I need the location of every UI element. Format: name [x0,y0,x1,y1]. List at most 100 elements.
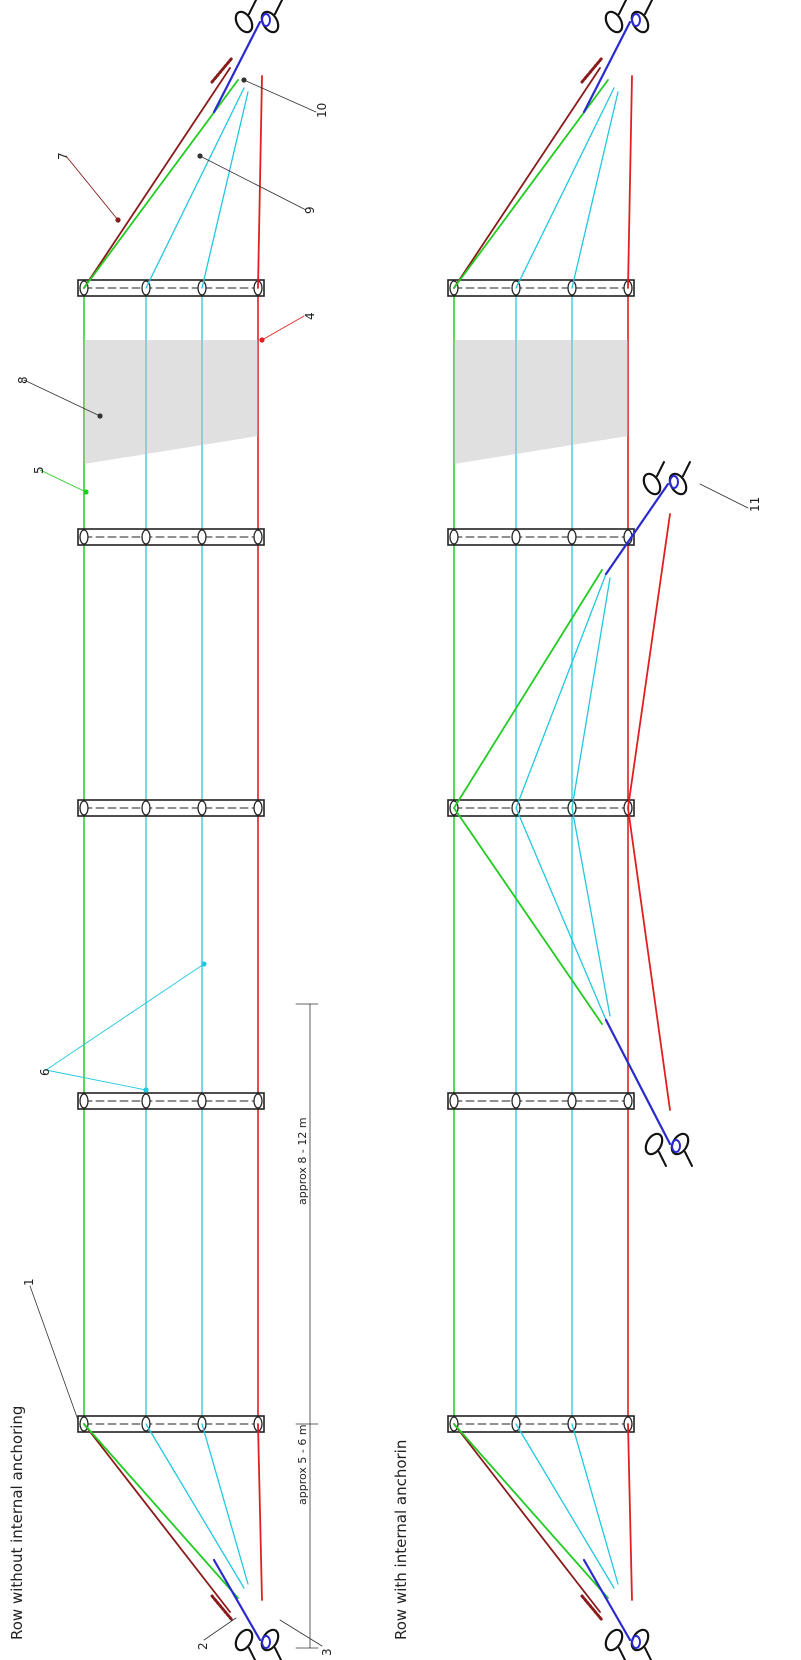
row-bottom-brace-darkred-top [453,67,601,289]
row-bottom-internal-anchor-bottom-anchor-rod-1 [658,1151,667,1167]
callout-leader-1 [29,1285,79,1421]
row-top-end-anchor-bottom-tensioner [261,1635,271,1649]
row-bottom-internal-anchor-bottom-anchor-wire [604,1018,672,1146]
title-row-with-anchoring: Row with internal anchorin [392,1439,410,1640]
row-bottom-post-4-clip-1 [449,1093,459,1109]
row-top-brace-darkred-bottom [83,1423,231,1613]
row-top-brace-darkred-top [83,67,231,289]
dimension-post-spacing: approx 8 - 12 m [296,1117,309,1205]
callout-label-6: 6 [38,1068,52,1076]
callout-label-7: 7 [56,152,70,160]
row-bottom-internal-anchor-bottom-anchor-eye-1 [644,1132,664,1156]
callout-label-11: 11 [748,496,762,512]
row-bottom-spring-bottom [580,1594,604,1622]
callout-leader-3 [279,1619,323,1647]
row-bottom-end-anchor-bottom-anchor-eye-1 [604,1628,624,1652]
callout-label-4: 4 [303,312,317,320]
row-top-brace-cyan-top-2 [201,91,249,289]
row-bottom-internal-anchor-top-anchor-rod-1 [656,461,665,477]
row-top-post-4-clip-4 [253,1093,263,1109]
row-top-end-anchor-top-tensioner [261,13,271,27]
row-bottom-end-anchor-top-anchor-rod-2 [644,0,653,15]
row-top-net-area [84,340,258,464]
callout-dot-7 [115,217,121,223]
callout-label-10: 10 [315,102,329,118]
row-top-post-3-clip-1 [79,800,89,816]
row-bottom-internal-cyan-2 [515,807,607,1021]
row-top-post-3-clip-4 [253,800,263,816]
row-top-post-2 [77,528,265,546]
row-bottom-internal-anchor-top-tensioner [669,475,679,489]
row-top-end-anchor-top-anchor-rod-2 [274,0,283,15]
row-bottom-brace-cyan-top-1 [515,87,615,289]
row-top-end-anchor-top-anchor-eye-1 [234,10,254,34]
row-bottom-internal-anchor-top-anchor-rod-2 [682,461,691,477]
callout-leader-6a [45,1069,147,1091]
row-bottom-post-2-clip-2 [511,529,521,545]
row-bottom-net-area [454,340,628,464]
row-bottom-end-anchor-top-tensioner [631,13,641,27]
row-bottom-internal-anchor-top-anchor-wire [604,482,670,576]
row-top-brace-red-bottom [257,1423,263,1601]
row-top-post-4 [77,1092,265,1110]
row-top-spring-top [210,56,234,84]
row-top-post-2-clip-4 [253,529,263,545]
callout-leader-9 [199,155,307,211]
row-top-brace-green-bottom [83,1423,239,1599]
callout-leader-10 [243,79,317,113]
row-bottom-brace-cyan-top-2 [571,91,619,289]
row-bottom-brace-darkred-bottom [453,1423,601,1613]
row-top-end-anchor-top-anchor-wire [212,20,262,114]
row-bottom-spring-top [580,56,604,84]
callout-dot-9 [197,153,203,159]
row-bottom-end-anchor-bottom-anchor-rod-2 [644,1647,653,1660]
row-top-post-4-clip-3 [197,1093,207,1109]
callout-dot-8 [97,413,103,419]
row-top-end-anchor-top-anchor-rod-1 [248,0,257,15]
row-bottom-internal-anchor-top-anchor-eye-1 [642,472,662,496]
row-top-post-3-clip-3 [197,800,207,816]
row-top-post-4-clip-1 [79,1093,89,1109]
callout-leader-2 [203,1617,237,1641]
row-bottom-brace-cyan-bottom-2 [571,1423,619,1585]
row-bottom-end-anchor-top-anchor-rod-1 [618,0,627,15]
callout-dot-4 [259,337,265,343]
callout-label-2: 2 [196,1642,210,1650]
row-bottom-end-anchor-bottom-anchor-wire [582,1558,632,1642]
row-bottom-brace-cyan-bottom-1 [515,1423,615,1589]
row-bottom-post-1 [447,279,635,297]
dimension-end-spacing: approx 5 - 6 m [296,1424,309,1505]
callout-leader-11 [699,483,749,509]
callout-label-9: 9 [303,206,317,214]
callout-dot-10 [241,77,247,83]
row-bottom-post-5 [447,1415,635,1433]
callout-leader-6b [45,963,205,1071]
row-bottom-internal-red-1 [627,513,671,809]
callout-leader-7 [65,155,119,221]
row-top-post-2-clip-1 [79,529,89,545]
title-row-without-anchoring: Row without internal anchoring [8,1405,26,1640]
row-top-post-1 [77,279,265,297]
callout-dot-5 [83,489,89,495]
row-top-brace-cyan-bottom-2 [201,1423,249,1585]
row-bottom-post-3 [447,799,635,817]
callout-label-8: 8 [16,376,30,384]
row-bottom-end-anchor-bottom-tensioner [631,1635,641,1649]
row-bottom-post-4-clip-3 [567,1093,577,1109]
row-bottom-brace-red-top [627,75,633,289]
row-bottom-internal-cyan-4 [571,807,611,1017]
row-top-brace-green-top [83,79,239,289]
row-top-post-5 [77,1415,265,1433]
row-top-post-2-clip-2 [141,529,151,545]
row-bottom-end-anchor-top-anchor-wire [582,20,632,114]
row-bottom-internal-anchor-bottom-anchor-rod-2 [684,1151,693,1167]
row-bottom-internal-cyan-3 [571,577,611,809]
row-bottom-post-2 [447,528,635,546]
row-bottom-internal-red-2 [627,807,671,1111]
callout-leader-4 [261,315,305,341]
row-bottom-end-anchor-top-anchor-eye-1 [604,10,624,34]
row-bottom-post-4-clip-2 [511,1093,521,1109]
callout-leader-8 [23,379,101,417]
row-top-end-anchor-bottom-anchor-eye-1 [234,1628,254,1652]
